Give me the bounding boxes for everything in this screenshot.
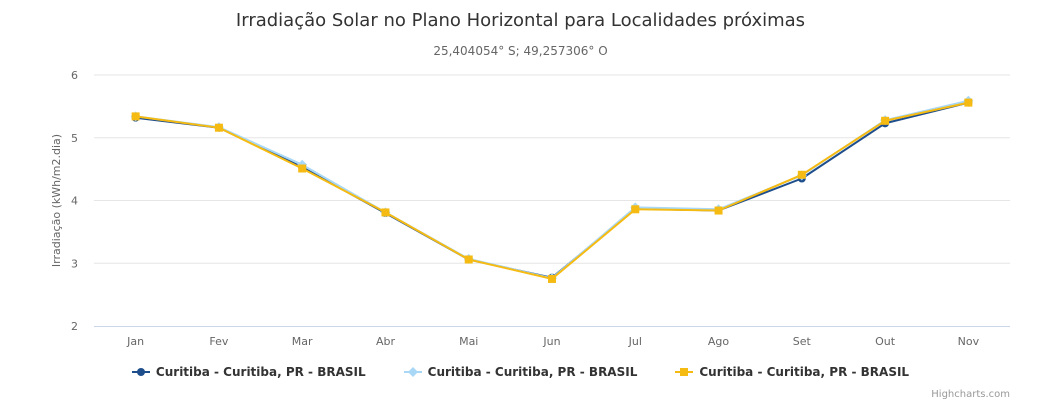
x-tick-label: Nov [958, 335, 980, 348]
legend-item-series-2[interactable]: Curitiba - Curitiba, PR - BRASIL [403, 365, 638, 379]
series-line-2 [135, 99, 969, 280]
data-point [797, 170, 806, 179]
x-tick-label: Jul [628, 335, 642, 348]
legend: Curitiba - Curitiba, PR - BRASIL Curitib… [0, 365, 1041, 379]
data-point [548, 274, 556, 283]
data-point [214, 123, 223, 132]
chart-subtitle: 25,404054° S; 49,257306° O [433, 44, 608, 58]
legend-label-series-2: Curitiba - Curitiba, PR - BRASIL [427, 365, 638, 379]
x-tick-label: Fev [209, 335, 228, 348]
data-point [964, 98, 973, 107]
y-axis-title: Irradiação (kWh/m2.dia) [50, 134, 63, 267]
legend-symbol-series-1 [131, 368, 150, 376]
x-tick-label: Abr [376, 335, 396, 348]
x-tick-label: Jan [126, 335, 144, 348]
legend-symbol-series-2 [403, 367, 422, 377]
y-tick-label: 5 [71, 132, 78, 145]
data-point [714, 206, 723, 215]
x-tick-label: Set [793, 335, 812, 348]
series-line-3 [135, 101, 969, 280]
y-tick-label: 6 [71, 69, 78, 82]
y-tick-label: 3 [71, 257, 78, 270]
x-tick-label: Out [875, 335, 896, 348]
data-point [631, 205, 640, 214]
chart-title: Irradiação Solar no Plano Horizontal par… [235, 10, 806, 31]
legend-item-series-3[interactable]: Curitiba - Curitiba, PR - BRASIL [675, 365, 909, 379]
x-tick-label: Jun [542, 335, 560, 348]
x-tick-label: Ago [708, 335, 730, 348]
data-point [131, 112, 140, 121]
legend-label-series-1: Curitiba - Curitiba, PR - BRASIL [155, 365, 366, 379]
series-line-1 [135, 101, 969, 279]
x-tick-label: Mar [292, 335, 313, 348]
data-point [464, 255, 473, 264]
legend-symbol-series-3 [675, 368, 694, 376]
data-point [881, 116, 890, 125]
x-tick-label: Mai [459, 335, 478, 348]
credits-link[interactable]: Highcharts.com [931, 389, 1010, 400]
y-tick-label: 4 [71, 195, 78, 208]
data-point [381, 208, 390, 217]
legend-item-series-1[interactable]: Curitiba - Curitiba, PR - BRASIL [131, 365, 366, 379]
legend-label-series-3: Curitiba - Curitiba, PR - BRASIL [699, 365, 910, 379]
data-point [298, 164, 307, 173]
y-tick-label: 2 [71, 320, 78, 333]
